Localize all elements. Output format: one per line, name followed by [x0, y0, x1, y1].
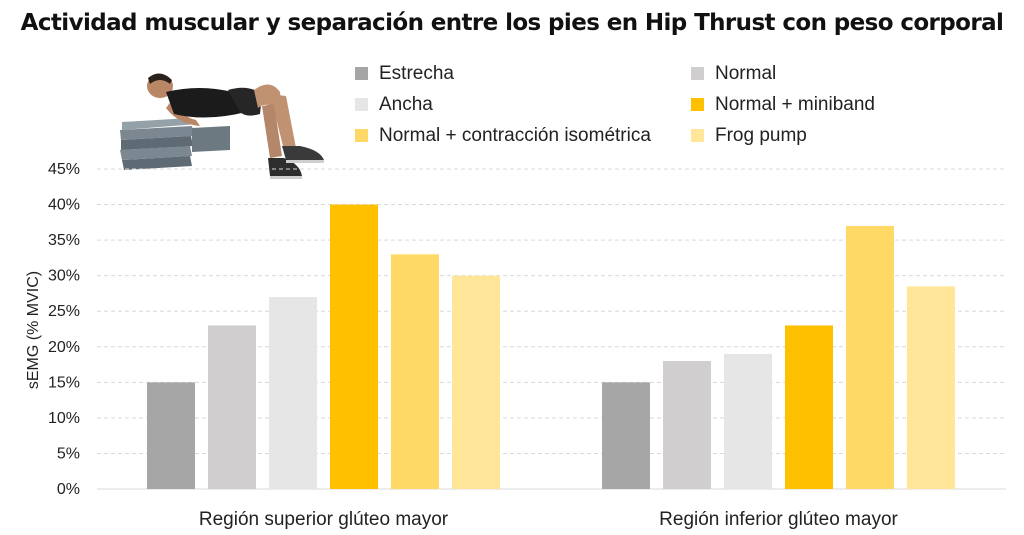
legend-swatch [691, 98, 704, 111]
hip-thrust-illustration-icon [120, 73, 324, 179]
bar [846, 226, 894, 489]
bar [724, 354, 772, 489]
y-tick-label: 35% [48, 232, 80, 249]
y-tick-label: 20% [48, 339, 80, 356]
x-category-label: Región superior glúteo mayor [199, 509, 449, 530]
legend-label: Normal + contracción isométrica [379, 125, 651, 146]
category-labels: Región superior glúteo mayor Región infer… [199, 509, 899, 530]
legend-swatch [691, 67, 704, 80]
legend-swatch [355, 67, 368, 80]
y-tick-label: 40% [48, 197, 80, 214]
bar [907, 286, 955, 489]
y-axis-ticks: 0% 5% 10% 15% 20% 25% 30% 35% 40% 45% [48, 161, 80, 498]
bar [147, 382, 195, 489]
legend-label: Estrecha [379, 63, 454, 84]
bar [602, 382, 650, 489]
legend-label: Ancha [379, 94, 433, 115]
bar [452, 276, 500, 489]
legend: Estrecha Normal Ancha Normal + miniband Norm… [355, 63, 875, 146]
bar [663, 361, 711, 489]
bar [391, 254, 439, 489]
y-axis-label: sEMG (% MVIC) [25, 271, 42, 389]
y-tick-label: 30% [48, 268, 80, 285]
legend-swatch [355, 98, 368, 111]
y-tick-label: 45% [48, 161, 80, 178]
bar [330, 205, 378, 489]
bar [208, 325, 256, 489]
y-tick-label: 10% [48, 410, 80, 427]
y-tick-label: 25% [48, 303, 80, 320]
legend-label: Normal [715, 63, 776, 84]
legend-swatch [355, 129, 368, 142]
y-tick-label: 5% [57, 445, 80, 462]
legend-label: Frog pump [715, 125, 807, 146]
y-tick-label: 0% [57, 481, 80, 498]
y-tick-label: 15% [48, 374, 80, 391]
legend-swatch [691, 129, 704, 142]
legend-label: Normal + miniband [715, 94, 875, 115]
bar [785, 325, 833, 489]
x-category-label: Región inferior glúteo mayor [659, 509, 898, 530]
bar [269, 297, 317, 489]
